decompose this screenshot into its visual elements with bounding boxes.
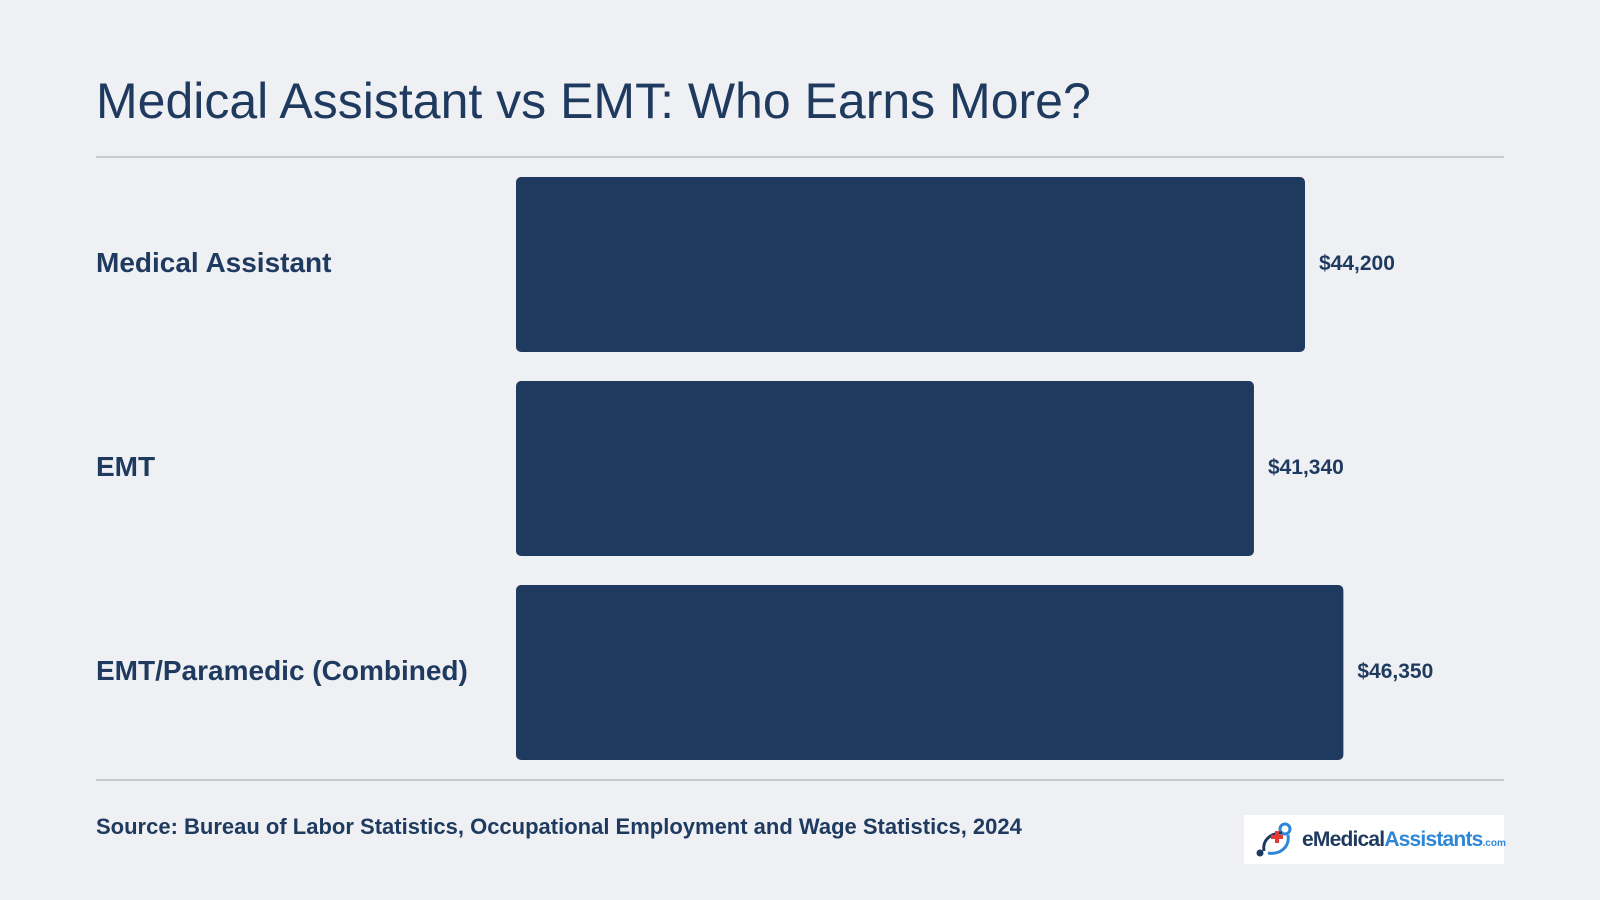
value-label: $44,200 [1319, 252, 1395, 275]
brand-logo: eMedicalAssistants.com [1244, 815, 1506, 864]
medical-cross-logo-icon [1256, 822, 1292, 856]
source-note: Source: Bureau of Labor Statistics, Occu… [96, 814, 1022, 839]
category-label: EMT/Paramedic (Combined) [96, 655, 468, 686]
logo-text-suffix: .com [1482, 837, 1506, 849]
bar [516, 177, 1305, 352]
top-divider [96, 156, 1504, 158]
category-label: EMT [96, 451, 155, 482]
category-label: Medical Assistant [96, 247, 331, 278]
value-label: $41,340 [1268, 456, 1344, 479]
chart-title: Medical Assistant vs EMT: Who Earns More… [96, 73, 1091, 129]
logo-text-main: eMedical [1302, 827, 1385, 851]
logo-text-accent: Assistants [1384, 827, 1483, 851]
bottom-divider [96, 779, 1504, 781]
logo-wordmark: eMedicalAssistants.com [1302, 828, 1506, 852]
bar [516, 381, 1254, 556]
bar [516, 585, 1344, 760]
value-label: $46,350 [1357, 660, 1433, 683]
